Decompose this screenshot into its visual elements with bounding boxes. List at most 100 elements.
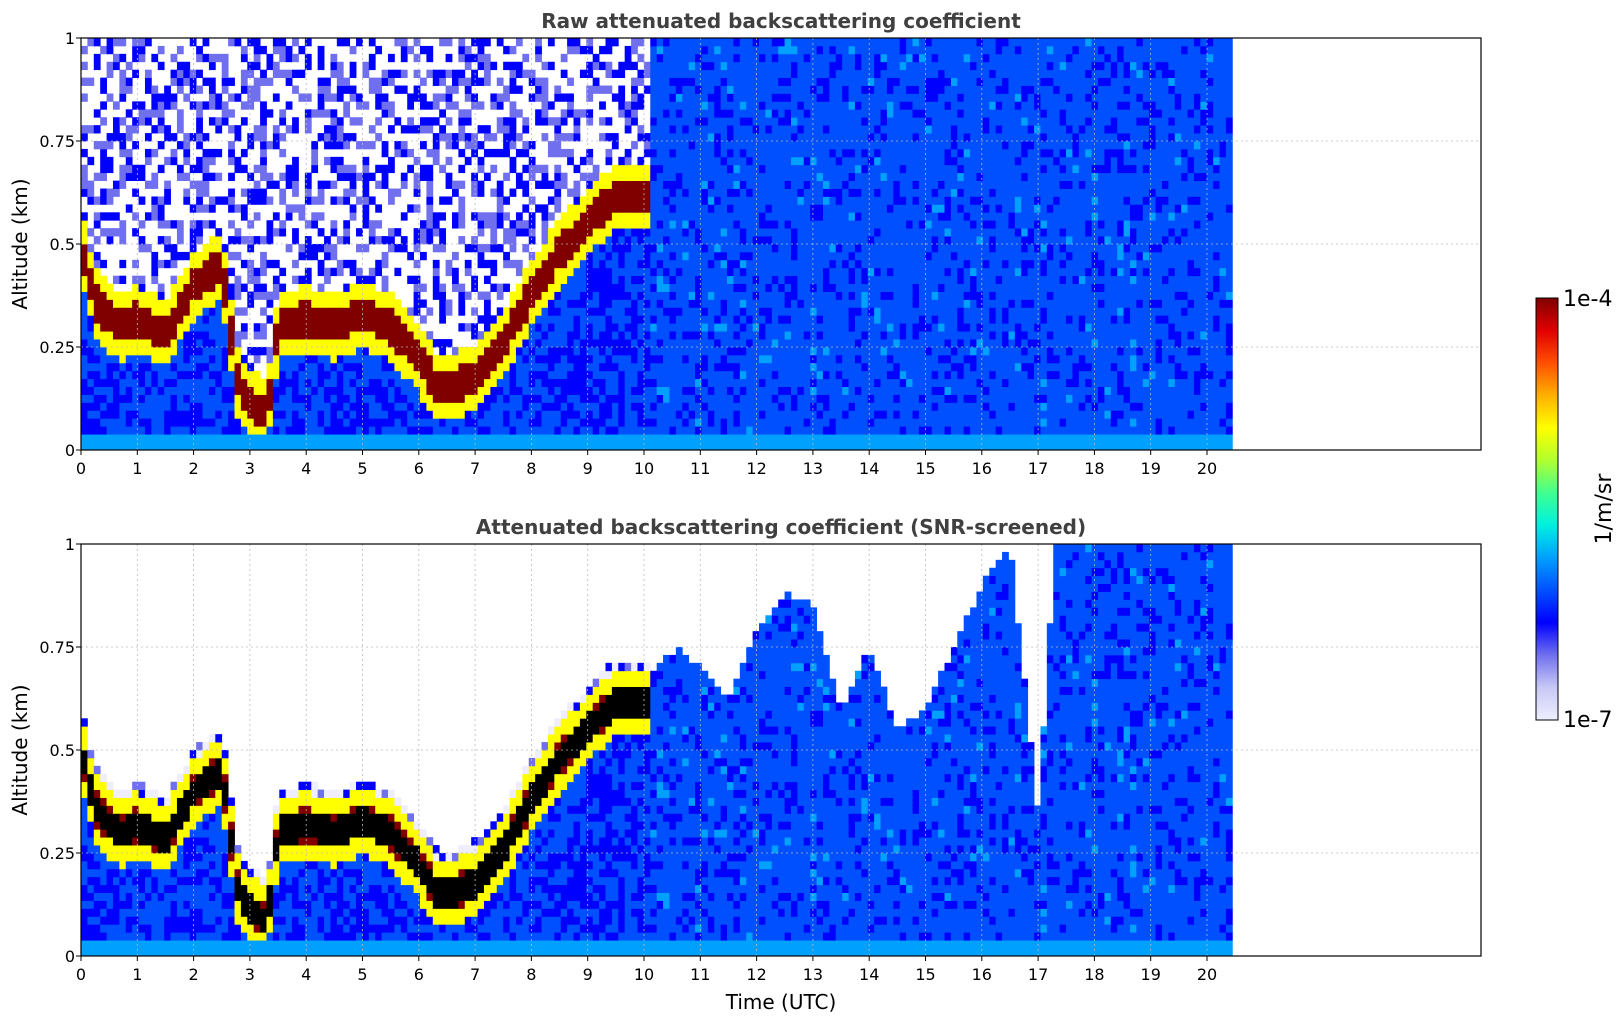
heatmap-cell xyxy=(771,164,779,174)
heatmap-cell xyxy=(490,339,498,348)
heatmap-cell xyxy=(183,93,191,102)
heatmap-cell xyxy=(228,236,235,245)
heatmap-cell xyxy=(349,85,357,94)
heatmap-cell xyxy=(631,339,638,348)
heatmap-cell xyxy=(752,156,760,166)
heatmap-cell xyxy=(746,347,754,356)
heatmap-cell xyxy=(362,101,370,110)
heatmap-cell xyxy=(202,434,210,443)
heatmap-cell xyxy=(771,38,779,47)
heatmap-cell xyxy=(490,315,498,324)
heatmap-cell xyxy=(451,370,459,380)
heatmap-cell xyxy=(483,315,491,324)
heatmap-cell xyxy=(579,109,587,118)
heatmap-cell xyxy=(272,141,280,150)
heatmap-cell xyxy=(790,354,798,364)
heatmap-cell xyxy=(790,323,798,332)
heatmap-cell xyxy=(854,204,862,213)
heatmap-cell xyxy=(631,315,638,324)
heatmap-cell xyxy=(164,156,171,166)
heatmap-cell xyxy=(714,196,722,205)
heatmap-cell xyxy=(867,331,875,340)
heatmap-cell xyxy=(656,141,664,150)
heatmap-cell xyxy=(311,148,319,158)
heatmap-cell xyxy=(867,307,875,316)
heatmap-cell xyxy=(368,426,376,435)
heatmap-cell xyxy=(771,101,779,110)
heatmap-cell xyxy=(599,339,606,348)
heatmap-cell xyxy=(170,323,178,332)
heatmap-cell xyxy=(106,291,114,300)
heatmap-cell xyxy=(362,275,370,285)
heatmap-cell xyxy=(682,212,690,221)
heatmap-cell xyxy=(234,434,242,443)
heatmap-cell xyxy=(605,220,613,229)
heatmap-cell xyxy=(144,117,152,126)
heatmap-cell xyxy=(778,426,785,435)
heatmap-cell xyxy=(746,141,754,150)
heatmap-cell xyxy=(388,244,395,253)
heatmap-cell xyxy=(790,426,798,435)
heatmap-cell xyxy=(803,164,811,174)
heatmap-cell xyxy=(567,442,574,450)
heatmap-cell xyxy=(285,426,293,435)
heatmap-cell xyxy=(669,434,677,443)
heatmap-cell xyxy=(663,267,670,277)
heatmap-cell xyxy=(714,331,722,340)
heatmap-cell xyxy=(663,141,670,150)
heatmap-cell xyxy=(183,267,191,277)
heatmap-cell xyxy=(592,267,600,277)
heatmap-cell xyxy=(138,45,146,55)
heatmap-cell xyxy=(93,339,101,348)
heatmap-cell xyxy=(701,362,709,372)
heatmap-cell xyxy=(234,354,242,364)
heatmap-cell xyxy=(803,315,811,324)
heatmap-cell xyxy=(458,347,466,356)
heatmap-cell xyxy=(451,418,459,427)
heatmap-cell xyxy=(663,362,670,372)
heatmap-cell xyxy=(528,156,536,166)
heatmap-cell xyxy=(394,331,402,340)
heatmap-cell xyxy=(112,125,120,134)
heatmap-cell xyxy=(547,323,555,332)
heatmap-cell xyxy=(669,426,677,435)
heatmap-cell xyxy=(317,347,325,356)
heatmap-cell xyxy=(151,402,159,411)
heatmap-cell xyxy=(861,315,869,324)
heatmap-cell xyxy=(394,323,402,332)
heatmap-cell xyxy=(861,299,869,308)
heatmap-cell xyxy=(631,267,638,277)
heatmap-cell xyxy=(688,93,696,102)
heatmap-cell xyxy=(554,164,562,174)
heatmap-cell xyxy=(298,370,306,380)
heatmap-cell xyxy=(759,259,766,269)
heatmap-cell xyxy=(93,434,101,443)
heatmap-cell xyxy=(528,378,536,388)
heatmap-cell xyxy=(867,283,875,292)
heatmap-cell xyxy=(368,418,376,427)
heatmap-cell xyxy=(413,339,421,348)
heatmap-cell xyxy=(420,125,427,134)
heatmap-cell xyxy=(234,394,242,403)
heatmap-cell xyxy=(720,196,728,205)
heatmap-cell xyxy=(202,101,210,110)
heatmap-cell xyxy=(567,45,574,55)
heatmap-cell xyxy=(451,347,459,356)
heatmap-cell xyxy=(688,133,696,142)
heatmap-cell xyxy=(599,402,606,411)
heatmap-cell xyxy=(579,386,587,395)
heatmap-cell xyxy=(260,109,267,118)
heatmap-cell xyxy=(260,196,267,205)
heatmap-cell xyxy=(144,362,152,372)
heatmap-cell xyxy=(138,386,146,395)
heatmap-cell xyxy=(490,101,498,110)
heatmap-cell xyxy=(663,259,670,269)
heatmap-cell xyxy=(643,236,651,245)
heatmap-cell xyxy=(240,418,248,427)
heatmap-cell xyxy=(739,283,747,292)
heatmap-cell xyxy=(810,331,817,340)
heatmap-cell xyxy=(579,283,587,292)
heatmap-cell xyxy=(535,180,542,189)
heatmap-cell xyxy=(196,85,203,94)
heatmap-cell xyxy=(151,180,159,189)
